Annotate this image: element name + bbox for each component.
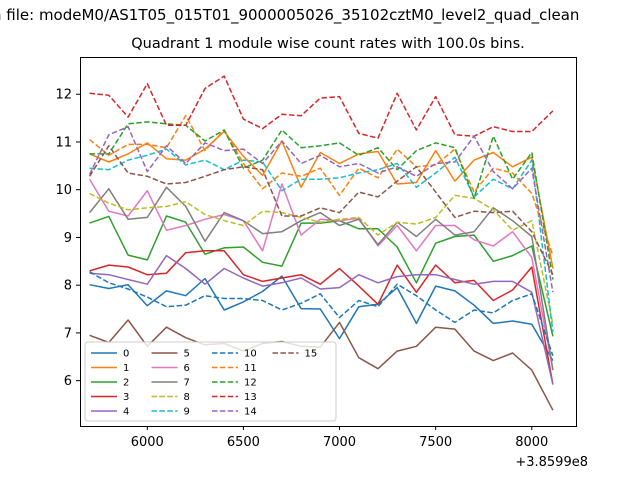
series-layer: [88, 75, 554, 411]
legend-label-11: 11: [244, 363, 257, 374]
x-tick-label: 8000: [515, 435, 548, 450]
legend-label-9: 9: [184, 407, 190, 418]
y-tick-label: 9: [64, 231, 72, 246]
series-line-15: [88, 145, 554, 276]
legend-label-6: 6: [184, 363, 190, 374]
legend-label-12: 12: [244, 378, 257, 389]
legend-label-14: 14: [244, 407, 257, 418]
legend-label-3: 3: [123, 392, 129, 403]
series-line-14: [88, 125, 554, 293]
x-tick-label: 6000: [131, 435, 164, 450]
chart-title: Quadrant 1 module wise count rates with …: [131, 36, 525, 52]
legend-label-2: 2: [123, 378, 129, 389]
legend-label-4: 4: [123, 407, 129, 418]
series-line-3: [89, 250, 554, 385]
legend-box: [84, 341, 337, 422]
series-line-9: [89, 148, 554, 333]
y-tick-label: 7: [64, 326, 72, 341]
y-tick-label: 6: [64, 374, 72, 389]
y-tick-label: 8: [64, 279, 72, 294]
x-axis: 6000 6500 7000 7500 8000: [131, 426, 548, 450]
y-tick-label: 10: [55, 183, 72, 198]
legend-label-13: 13: [244, 392, 257, 403]
plot-frame: [80, 57, 577, 427]
y-tick-label: 12: [55, 88, 72, 103]
x-tick-label: 6500: [227, 435, 260, 450]
legend-label-8: 8: [184, 392, 190, 403]
series-line-11: [89, 114, 554, 256]
series-line-6: [88, 178, 554, 371]
series-line-10: [89, 271, 554, 357]
x-tick-label: 7500: [419, 435, 452, 450]
series-line-0: [89, 275, 554, 361]
legend-label-0: 0: [123, 349, 129, 360]
series-line-1: [89, 130, 554, 269]
legend-label-15: 15: [305, 349, 318, 360]
y-tick-label: 11: [55, 135, 72, 150]
series-line-12: [89, 121, 554, 280]
series-line-13: [89, 75, 554, 139]
x-axis-offset-label: +3.8599e8: [515, 455, 588, 470]
chart-suptitle: n file: modeM0/AS1T05_015T01_9000005026_…: [0, 6, 580, 24]
series-line-4: [89, 254, 554, 385]
legend-label-1: 1: [123, 363, 129, 374]
legend-label-5: 5: [184, 349, 190, 360]
series-line-2: [89, 215, 554, 337]
x-tick-label: 7000: [323, 435, 356, 450]
legend-label-10: 10: [244, 349, 257, 360]
series-line-7: [89, 186, 554, 371]
y-axis: 6 7 8 9 10 11 12: [55, 88, 80, 389]
legend-label-7: 7: [184, 378, 190, 389]
